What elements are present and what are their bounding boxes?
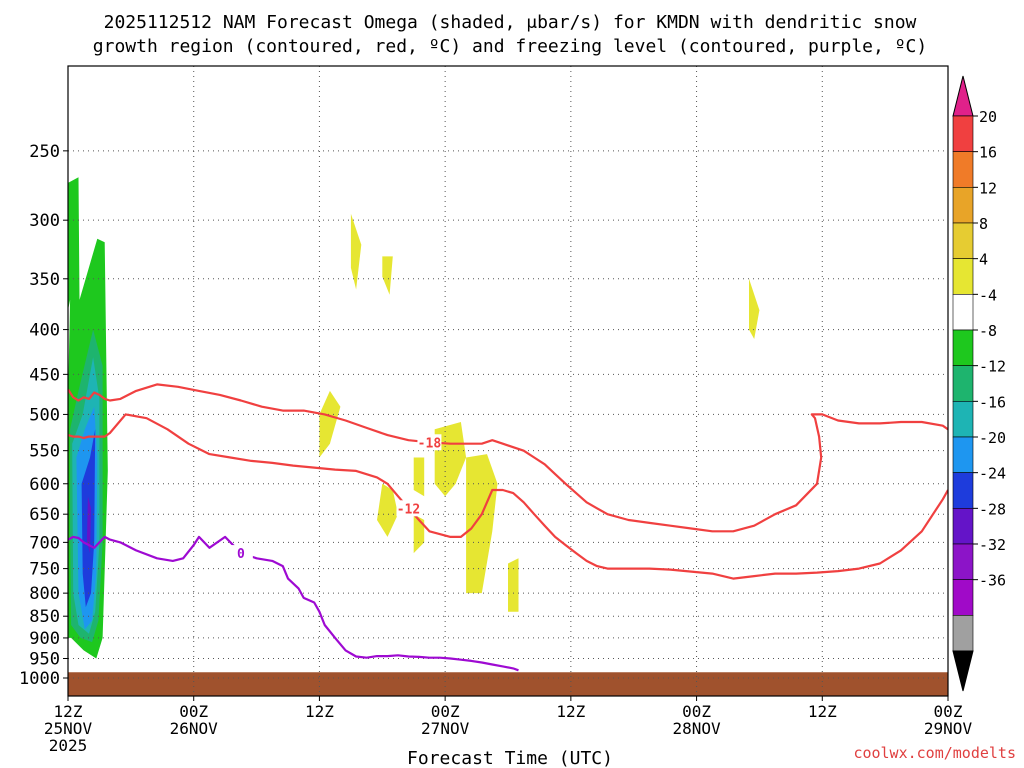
colorbar-segment [952,222,974,259]
x-tick-label-time: 00Z [431,702,460,721]
colorbar-label: -20 [979,429,1006,447]
contour-label: 0 [237,547,245,562]
colorbar-segment [952,115,974,152]
y-tick-label: 300 [29,211,60,231]
colorbar-label: 4 [979,251,988,269]
x-tick-label-date: 26NOV [170,719,219,738]
colorbar-label: -28 [979,500,1006,518]
x-tick-label-time: 00Z [682,702,711,721]
colorbar-segment [952,187,974,224]
x-tick-label-time: 12Z [305,702,334,721]
y-tick-label: 550 [29,442,60,462]
contour-line--12 [68,413,948,580]
y-tick-label: 850 [29,607,60,627]
colorbar-label: 8 [979,215,988,233]
x-tick-label-time: 12Z [556,702,585,721]
colorbar-segment [952,436,974,473]
x-tick-label-time: 12Z [54,702,83,721]
y-tick-label: 900 [29,629,60,649]
x-axis-label: Forecast Time (UTC) [407,748,613,768]
y-tick-label: 250 [29,142,60,162]
y-tick-label: 700 [29,533,60,553]
colorbar-segment [952,508,974,545]
omega-shade-6 [350,213,362,290]
contour-label-bg [228,545,253,562]
x-tick-label-date: 25NOV [44,719,93,738]
omega-shade-9 [377,483,398,537]
chart-title-line2: growth region (contoured, red, ºC) and f… [93,36,927,57]
contour-label-bg [396,500,421,517]
colorbar-segment [952,365,974,402]
colorbar-segment [952,543,974,580]
colorbar-segment [952,472,974,509]
contour-line--18 [68,383,948,533]
colorbar-segment [952,401,974,438]
credit-text: coolwx.com/modelts [853,744,1016,762]
colorbar-segment [952,294,974,331]
y-tick-label: 650 [29,505,60,525]
chart-title-line1: 2025112512 NAM Forecast Omega (shaded, μ… [104,12,917,33]
colorbar-segment [952,579,974,616]
y-tick-label: 400 [29,321,60,341]
contour-label: -12 [397,502,420,517]
x-tick-label-time: 00Z [934,702,963,721]
contour-label: -18 [418,436,442,451]
omega-shade-13 [466,454,498,594]
colorbar-label: -32 [979,536,1006,554]
x-tick-label-time: 00Z [179,702,208,721]
colorbar-label: -36 [979,572,1006,590]
omega-shade-11 [413,457,425,497]
y-tick-label: 800 [29,584,60,604]
omega-shade-8 [319,390,341,458]
y-tick-label: 950 [29,649,60,669]
omega-shade-7 [382,256,393,295]
colorbar-segment [952,258,974,295]
omega-shade-12 [434,422,467,497]
colorbar-bottom-triangle [952,650,974,692]
plot-inner: -12 -18 0 [68,66,948,696]
contour-line-0 [68,535,519,672]
x-tick-label-date: 29NOV [924,719,973,738]
colorbar-label: -8 [979,322,997,340]
y-tick-label: 750 [29,560,60,580]
colorbar: 20 16 12 8 4 -4 -8 -12 -16 -20 -24 -28 -32 -36 [952,75,1006,692]
colorbar-label: -24 [979,465,1006,483]
y-tick-label: 350 [29,270,60,290]
colorbar-label: 20 [979,108,997,126]
colorbar-segment [952,329,974,366]
x-tick-label-date: 28NOV [672,719,721,738]
terrain-fill [68,672,948,696]
y-tick-label: 1000 [19,669,60,689]
colorbar-segment [952,151,974,188]
y-tick-label: 500 [29,405,60,425]
omega-shade-15 [749,278,760,339]
colorbar-segment [952,615,974,652]
colorbar-label: -16 [979,393,1006,411]
omega-shade-5 [86,496,91,554]
colorbar-label: 16 [979,144,997,162]
colorbar-label: 12 [979,179,997,197]
x-tick-label-year: 2025 [49,736,88,755]
colorbar-label: -12 [979,358,1006,376]
plot-frame [67,65,949,697]
x-tick-label-date: 27NOV [421,719,470,738]
contour-label-bg [417,434,442,451]
plot-area: -12 -18 0 [68,66,948,696]
axes: 2503003504004505005506006507007508008509… [19,65,973,755]
y-tick-label: 600 [29,475,60,495]
omega-shade-14 [508,558,519,612]
y-tick-label: 450 [29,365,60,385]
colorbar-label: -4 [979,286,997,304]
x-tick-label-time: 12Z [808,702,837,721]
